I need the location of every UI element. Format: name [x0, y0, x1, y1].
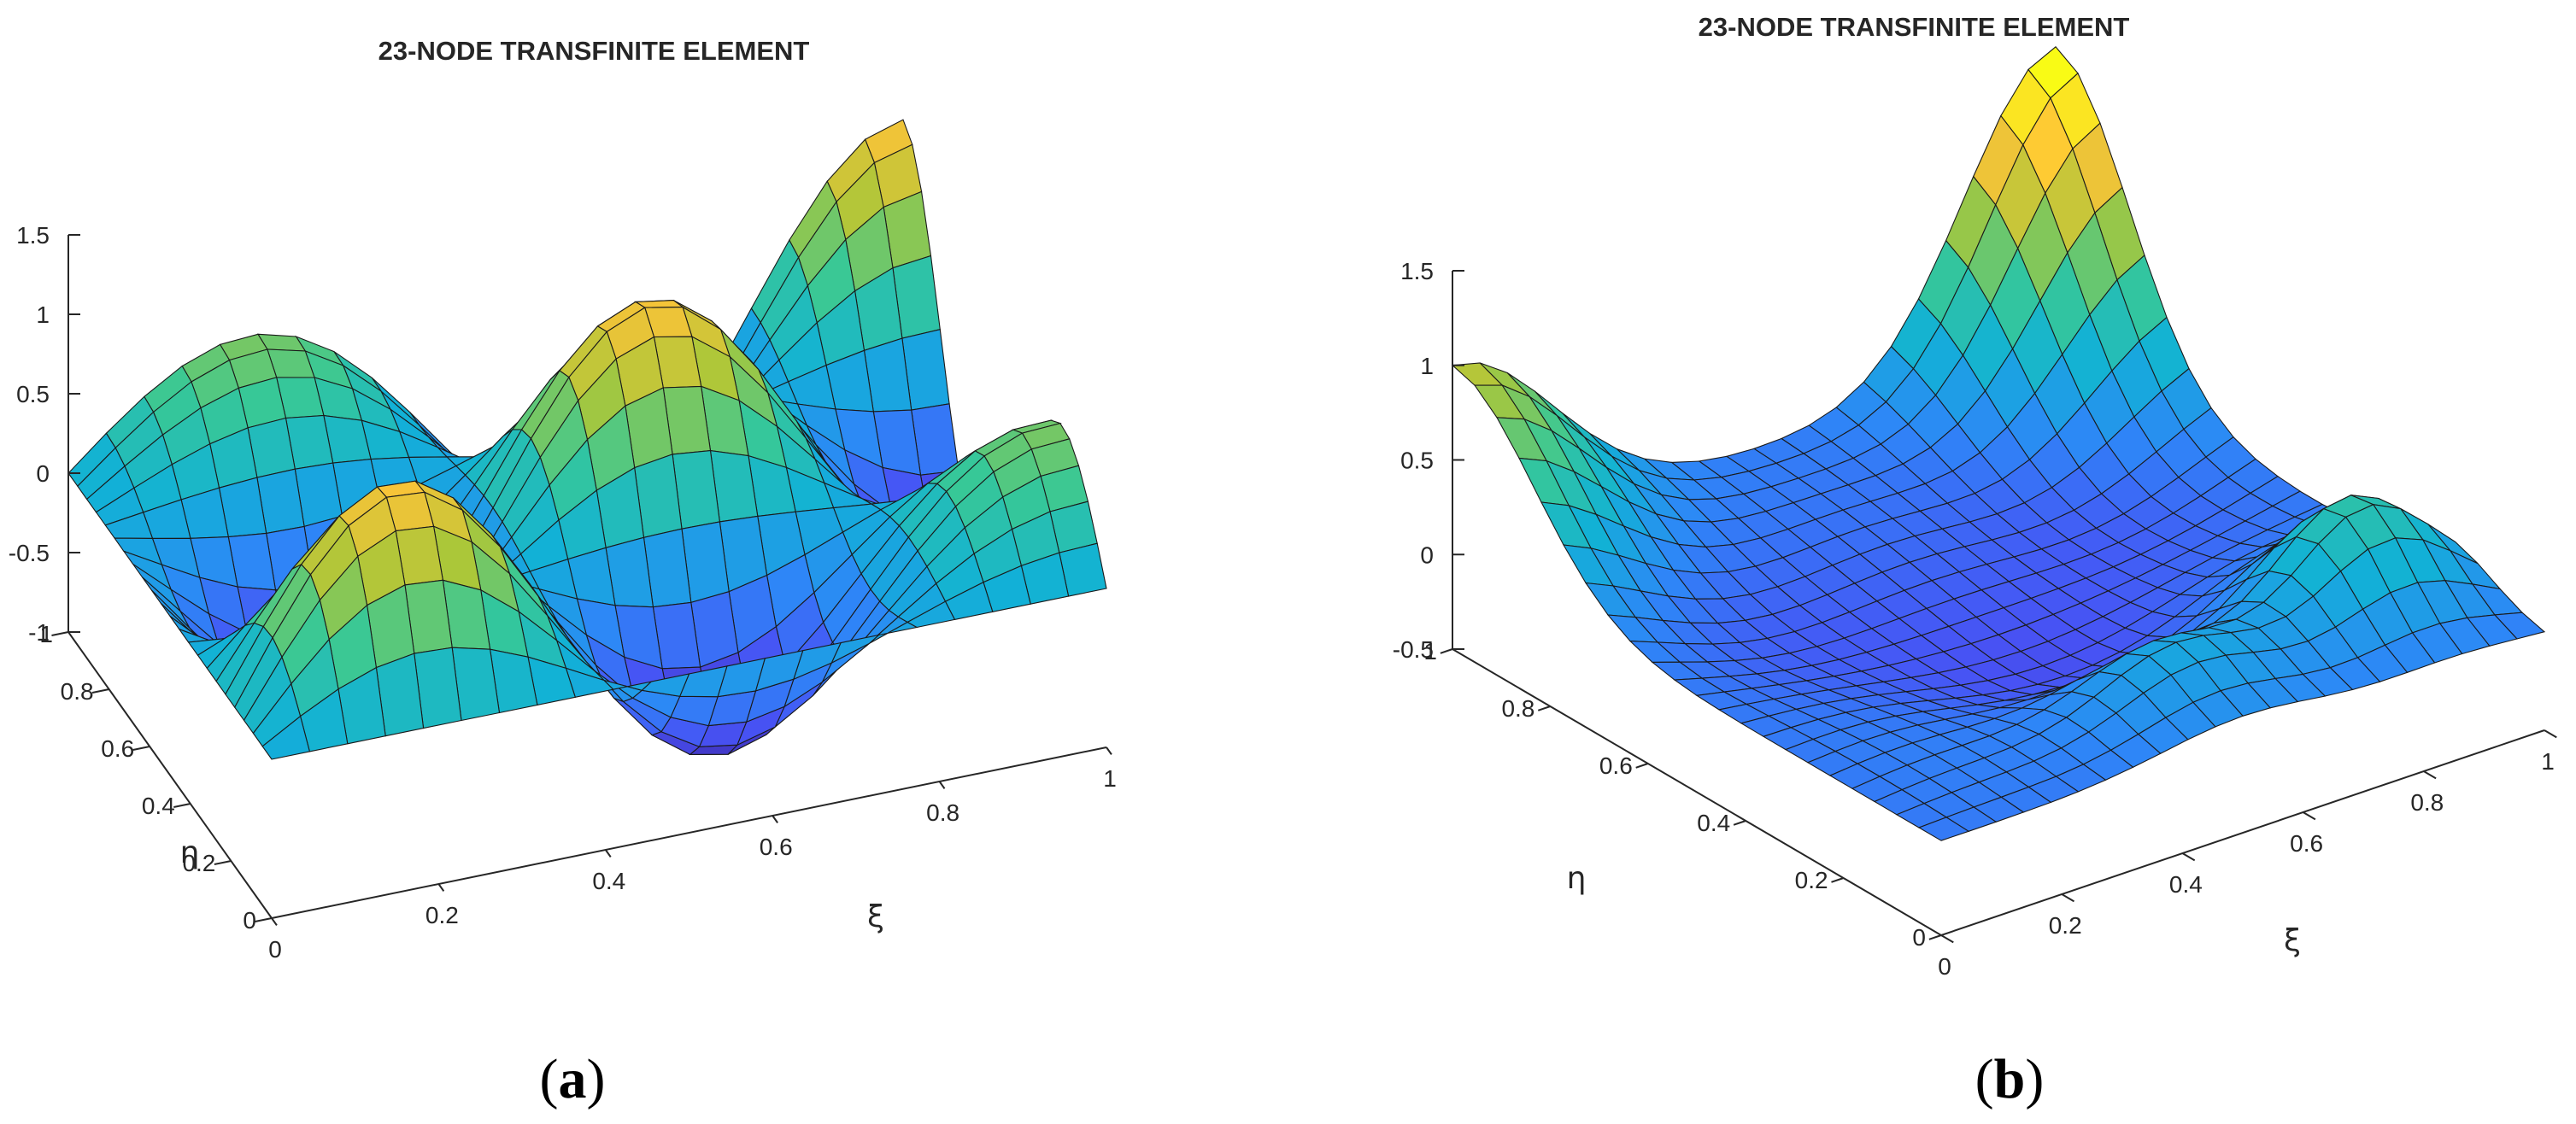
- z-tick-label: 1: [1420, 353, 1434, 379]
- eta-tick-label: 0: [243, 907, 256, 934]
- xi-tick: [1106, 746, 1112, 755]
- xi-tick-label: 0: [1938, 953, 1951, 980]
- xi-tick: [604, 849, 612, 858]
- z-tick-label: 0.5: [16, 381, 50, 407]
- xi-tick: [772, 815, 778, 823]
- xi-tick: [938, 781, 946, 789]
- eta-tick-label: 0.6: [101, 735, 134, 762]
- xi-tick: [1940, 934, 1954, 944]
- z-tick-label: -1: [28, 619, 50, 646]
- eta-tick: [1537, 705, 1551, 711]
- eta-tick: [1831, 877, 1844, 883]
- xi-tick-label: 1: [1103, 765, 1117, 792]
- panel-a-axes: 00.20.40.60.8100.20.40.60.81-1-0.500.511…: [9, 222, 1117, 963]
- xi-tick: [2544, 729, 2557, 739]
- xi-tick-label: 0.8: [926, 799, 959, 826]
- eta-axis-line: [1452, 648, 1942, 936]
- panel-a-title: 23-NODE TRANSFINITE ELEMENT: [378, 36, 810, 66]
- eta-tick-label: 0.8: [61, 678, 94, 705]
- xi-tick-label: 0.4: [2169, 871, 2203, 898]
- eta-tick: [173, 803, 191, 808]
- xi-tick: [437, 883, 445, 892]
- eta-tick: [1733, 820, 1746, 826]
- z-tick-label: 0: [36, 460, 50, 487]
- z-tick-label: -0.5: [1393, 636, 1434, 663]
- panel-b-title: 23-NODE TRANSFINITE ELEMENT: [1699, 12, 2130, 42]
- eta-tick: [1635, 763, 1649, 769]
- panel-a-eta-label: η: [180, 835, 200, 870]
- eta-tick: [1440, 648, 1453, 654]
- eta-tick: [1928, 934, 1942, 940]
- panel-a: 23-NODE TRANSFINITE ELEMENT 0 0.2 0.4 0.6 0.…: [9, 36, 1117, 1110]
- panel-b: 23-NODE TRANSFINITE ELEMENT 0 0.2 0.4 0.6 0.…: [1393, 12, 2557, 1110]
- xi-tick-label: 0.6: [2290, 830, 2323, 857]
- eta-tick: [255, 917, 273, 922]
- eta-tick-label: 0.4: [142, 793, 175, 819]
- z-tick-label: -0.5: [9, 540, 50, 566]
- eta-tick-label: 0.8: [1501, 695, 1534, 722]
- z-tick-label: 0.5: [1400, 448, 1434, 474]
- z-tick-label: 1: [36, 301, 50, 328]
- panel-b-caption: (b): [1975, 1048, 2045, 1110]
- xi-tick: [2061, 893, 2075, 903]
- xi-axis-line: [271, 746, 1107, 919]
- panel-b-eta-label: η: [1567, 861, 1587, 896]
- xi-tick-label: 0.6: [760, 834, 793, 860]
- panel-a-surface: [67, 119, 1107, 760]
- eta-tick: [51, 631, 69, 636]
- eta-tick: [91, 688, 109, 694]
- eta-axis-line: [67, 631, 273, 919]
- eta-tick: [214, 860, 232, 865]
- eta-tick-label: 0: [1912, 924, 1926, 951]
- xi-tick-label: 0: [268, 936, 282, 963]
- eta-tick-label: 0.6: [1599, 752, 1633, 779]
- xi-tick-label: 0.2: [425, 902, 459, 928]
- surface-patch: [261, 715, 311, 760]
- xi-tick-label: 0.2: [2049, 912, 2082, 939]
- z-tick-label: 0: [1420, 542, 1434, 568]
- z-tick-label: 1.5: [16, 222, 50, 249]
- xi-tick-label: 1: [2541, 748, 2555, 775]
- panel-a-xi-label: ξ: [867, 899, 884, 934]
- panel-b-surface: [1451, 46, 2546, 841]
- xi-axis-line: [1940, 729, 2545, 936]
- xi-tick-label: 0.8: [2410, 789, 2444, 816]
- xi-tick-label: 0.4: [592, 868, 625, 894]
- panel-b-xi-label: ξ: [2284, 923, 2301, 958]
- xi-tick: [2303, 811, 2316, 821]
- eta-tick-label: 0.4: [1697, 810, 1730, 836]
- surface-patch: [1917, 817, 1970, 841]
- eta-tick-label: 0.2: [1795, 867, 1828, 893]
- panel-a-caption: (a): [540, 1048, 606, 1110]
- xi-tick: [2423, 770, 2437, 780]
- eta-tick-label: 0.2: [182, 850, 215, 876]
- z-tick-label: 1.5: [1400, 258, 1434, 284]
- xi-tick: [271, 917, 278, 926]
- eta-tick: [132, 746, 150, 751]
- eta-tick-label: 1: [39, 621, 53, 647]
- xi-tick: [2181, 852, 2196, 862]
- eta-tick-label: 1: [1423, 638, 1437, 664]
